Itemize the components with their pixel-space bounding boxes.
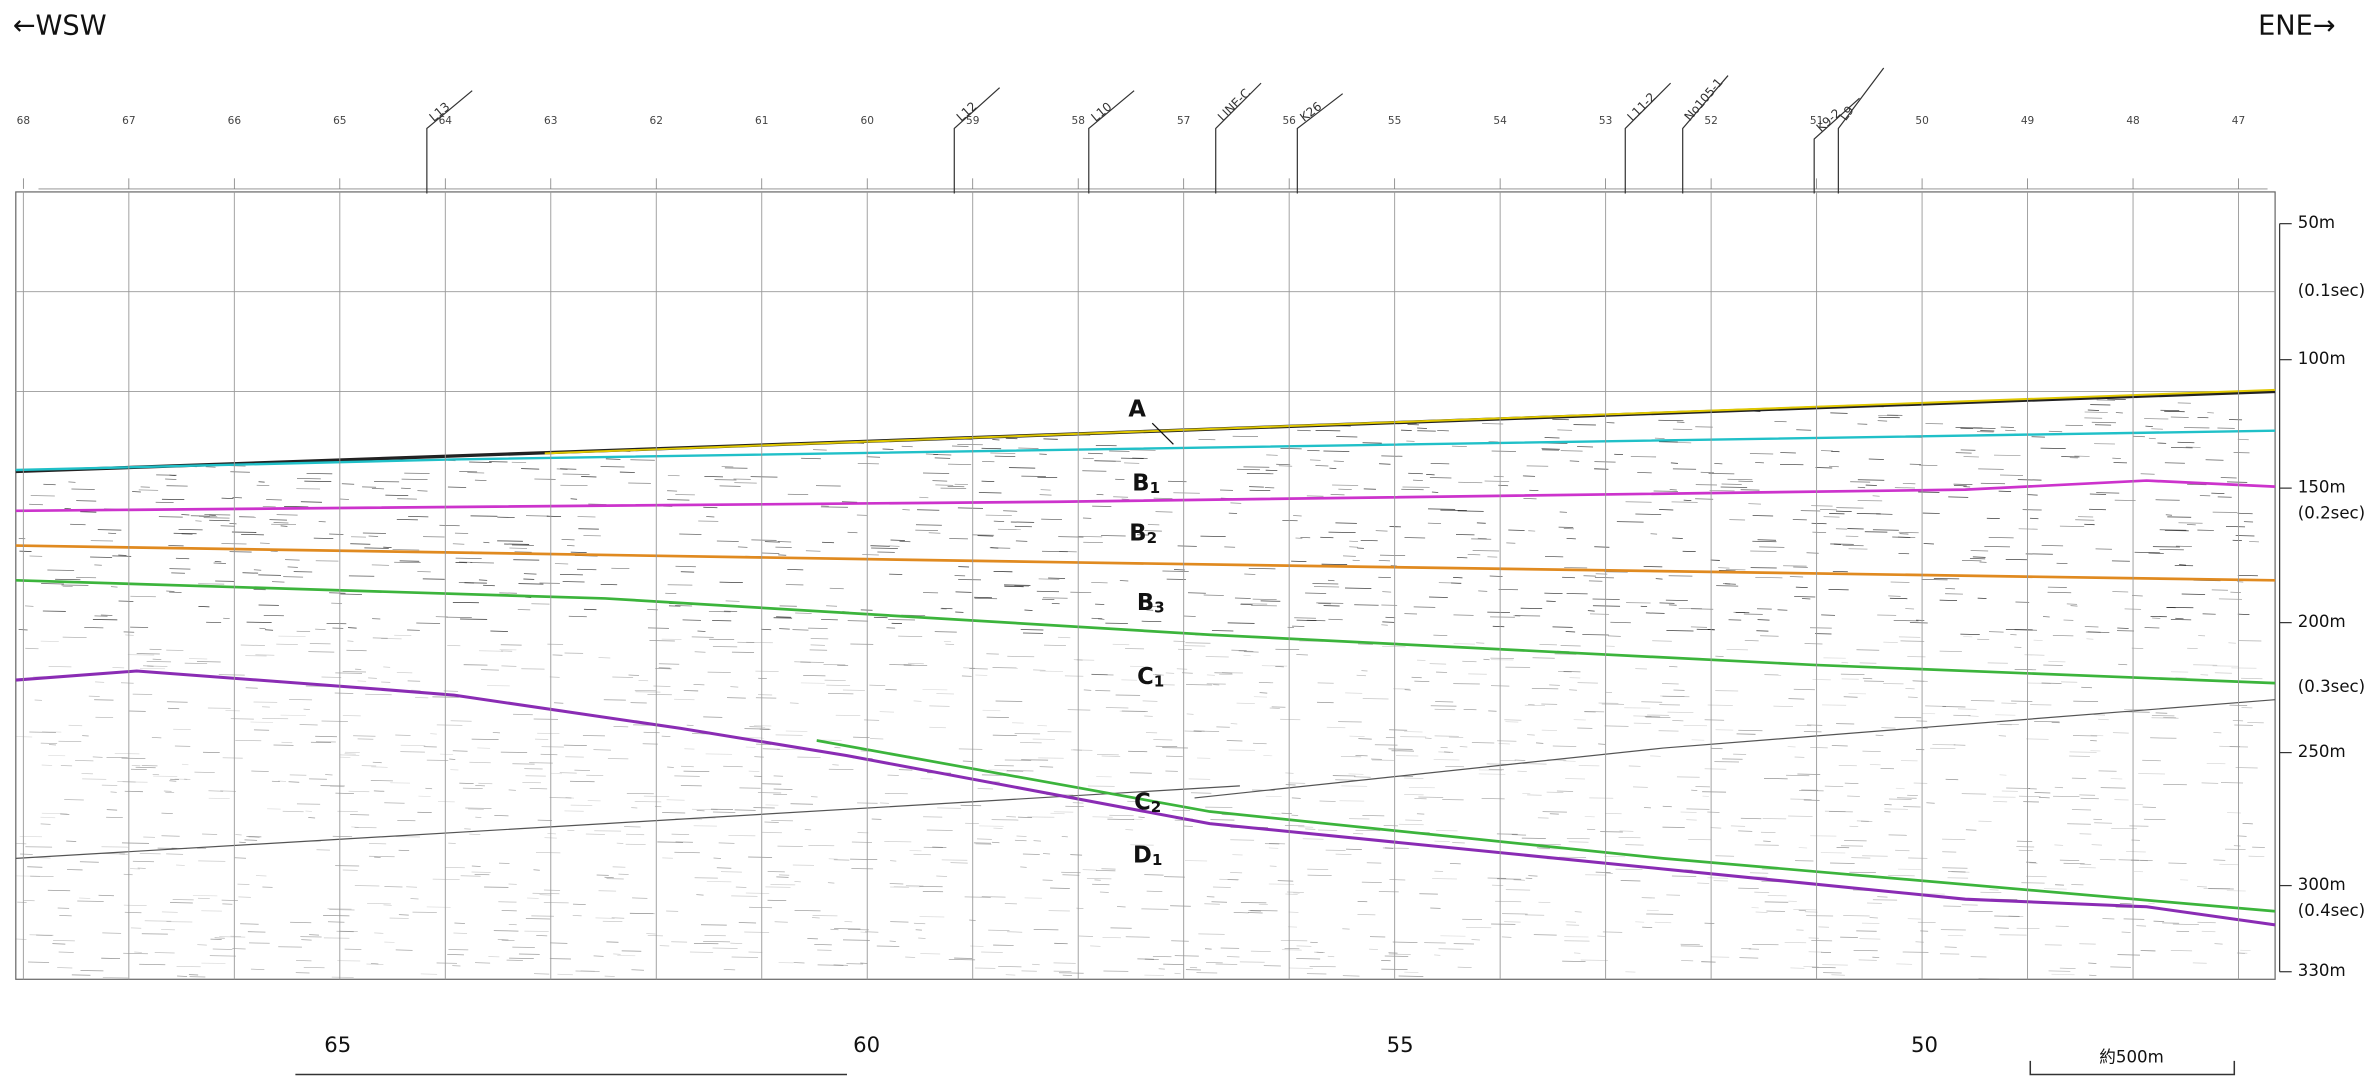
depth-label: 100m xyxy=(2298,349,2346,368)
station-label: 53 xyxy=(1599,115,1612,127)
station-label: 58 xyxy=(1071,115,1084,127)
survey-line-marker xyxy=(1088,90,1135,194)
horizon-magenta xyxy=(15,479,2276,513)
survey-line-marker xyxy=(1296,93,1344,194)
depth-label: 50m xyxy=(2298,213,2335,232)
distance-label: 65 xyxy=(324,1032,351,1057)
distance-label: 55 xyxy=(1387,1032,1414,1057)
layer-letter: C xyxy=(1134,789,1151,815)
station-label: 59 xyxy=(966,115,979,127)
depth-label: 250m xyxy=(2298,742,2346,761)
survey-line-label: K9-2 xyxy=(1814,106,1844,135)
distance-label: 60 xyxy=(853,1032,880,1057)
survey-line-label: L10 xyxy=(1089,99,1115,124)
station-label: 54 xyxy=(1493,115,1507,127)
station-label: 48 xyxy=(2126,115,2139,127)
direction-left: ←WSW xyxy=(13,11,107,42)
horizon-cyan xyxy=(15,429,2276,472)
survey-line-marker xyxy=(1624,82,1672,194)
station-label: 55 xyxy=(1388,115,1401,127)
layer-label: B2 xyxy=(1129,520,1157,547)
station-label: 65 xyxy=(333,115,346,127)
layer-letter: B xyxy=(1129,520,1146,546)
layer-label: C2 xyxy=(1134,789,1161,816)
layer-letter: B xyxy=(1137,589,1154,615)
layer-label: B3 xyxy=(1137,589,1165,616)
layer-letter: C xyxy=(1137,664,1154,690)
layer-label: A xyxy=(1128,396,1146,422)
survey-line-label: LINE-C xyxy=(1215,86,1253,124)
survey-line-marker xyxy=(1837,67,1885,194)
scale-label: 約500m xyxy=(2099,1047,2164,1066)
station-label: 51 xyxy=(1810,115,1823,127)
layer-letter: A xyxy=(1128,396,1146,422)
layer-subscript: 1 xyxy=(1154,672,1165,690)
station-label: 62 xyxy=(650,115,663,127)
station-label: 66 xyxy=(228,115,242,127)
layer-label: C1 xyxy=(1137,664,1164,691)
horizon-orange xyxy=(15,544,2276,582)
layer-subscript: 1 xyxy=(1152,850,1163,868)
direction-right: ENE→ xyxy=(2258,11,2335,42)
layer-letter: D xyxy=(1133,842,1152,868)
station-label: 67 xyxy=(122,115,135,127)
scale-bar xyxy=(2029,1060,2236,1076)
station-label: 56 xyxy=(1282,115,1296,127)
horizon-green-lower xyxy=(816,739,2276,913)
depth-label: 150m xyxy=(2298,478,2346,497)
depth-label: 300m xyxy=(2298,875,2346,894)
leader-line xyxy=(1151,422,1174,445)
station-label: 47 xyxy=(2232,115,2245,127)
station-label: 60 xyxy=(861,115,875,127)
survey-line-marker xyxy=(1682,75,1729,194)
station-label: 68 xyxy=(17,115,30,127)
survey-line-marker xyxy=(1813,97,1860,194)
depth-label: 330m xyxy=(2298,961,2346,980)
station-label: 61 xyxy=(755,115,768,127)
survey-line-label: K26 xyxy=(1297,99,1324,124)
reflector xyxy=(1194,699,2276,799)
depth-label: (0.1sec) xyxy=(2298,281,2365,300)
layer-label: B1 xyxy=(1132,470,1160,497)
station-label: 64 xyxy=(439,115,453,127)
layer-subscript: 3 xyxy=(1154,598,1165,616)
station-label: 50 xyxy=(1915,115,1929,127)
horizon-green xyxy=(15,578,2276,685)
seismic-texture xyxy=(15,396,2265,980)
reflector xyxy=(15,785,1240,859)
horizon-purple xyxy=(15,669,2276,927)
layer-letter: B xyxy=(1132,470,1149,496)
station-label: 57 xyxy=(1177,115,1190,127)
layer-subscript: 2 xyxy=(1151,798,1162,816)
survey-line-marker xyxy=(1215,82,1262,194)
survey-line-marker xyxy=(426,90,473,194)
distance-label: 50 xyxy=(1911,1032,1938,1057)
survey-line-label: L11-2 xyxy=(1625,90,1659,124)
station-label: 52 xyxy=(1704,115,1717,127)
station-label: 49 xyxy=(2021,115,2034,127)
depth-label: (0.4sec) xyxy=(2298,901,2365,920)
depth-label: 200m xyxy=(2298,612,2346,631)
plot-frame xyxy=(15,191,2276,980)
survey-line-marker xyxy=(953,87,1001,194)
depth-label: (0.2sec) xyxy=(2298,503,2365,522)
layer-label: D1 xyxy=(1133,842,1162,869)
depth-label: (0.3sec) xyxy=(2298,677,2365,696)
station-label: 63 xyxy=(544,115,557,127)
survey-line-label: L9 xyxy=(1837,103,1857,123)
layer-subscript: 2 xyxy=(1147,529,1158,547)
layer-subscript: 1 xyxy=(1150,479,1161,497)
horizon-a xyxy=(544,388,2276,455)
